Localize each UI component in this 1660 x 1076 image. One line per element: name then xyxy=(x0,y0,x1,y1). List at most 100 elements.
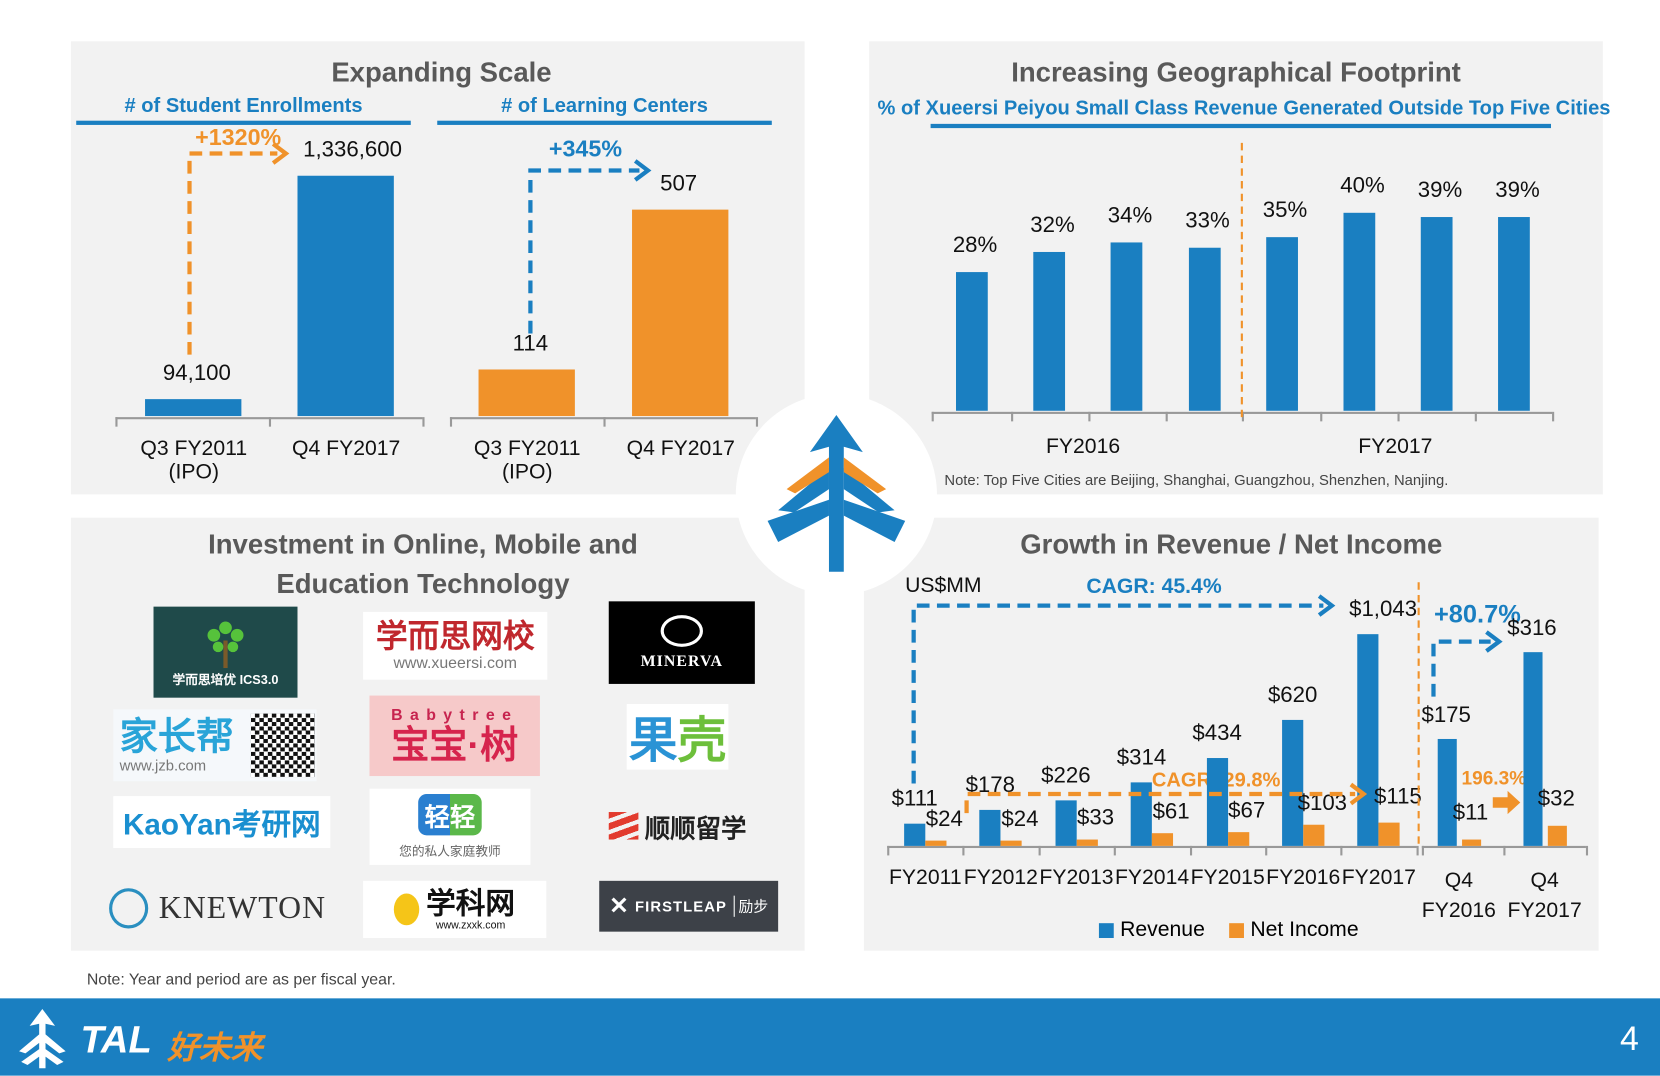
quarter-tick xyxy=(1585,845,1589,856)
quarter-net-income-label: $11 xyxy=(1452,799,1489,825)
quarter-revenue-label: $175 xyxy=(1421,702,1471,727)
geo-note: Note: Top Five Cities are Beijing, Shang… xyxy=(944,471,1449,489)
logo-babytree: Babytree 宝宝·树 xyxy=(369,695,540,777)
minerva-ring-icon xyxy=(660,614,703,647)
enrollments-tick xyxy=(268,417,272,427)
logo-guokr: 果壳 xyxy=(626,704,729,770)
centers-tick xyxy=(602,417,606,427)
mascot-icon xyxy=(394,893,420,926)
revenue-bar xyxy=(1055,799,1077,846)
geo-rule xyxy=(930,123,1551,129)
legend-revenue: Revenue xyxy=(1120,917,1205,942)
unit-label: US$MM xyxy=(905,573,982,598)
growth-tick xyxy=(887,845,890,856)
net-income-bar xyxy=(1227,832,1249,846)
enrollments-change: +1320% xyxy=(195,123,282,151)
growth-title: Growth in Revenue / Net Income xyxy=(1020,528,1443,561)
quarter-net-income-bar xyxy=(1462,839,1482,846)
growth-category-label: FY2016 xyxy=(1266,866,1341,890)
revenue-value-label: $111 xyxy=(891,786,938,811)
centers-bar xyxy=(478,369,575,417)
footer-brand: TAL xyxy=(80,1017,152,1061)
revenue-bar xyxy=(1130,782,1153,846)
centers-subtitle: # of Learning Centers xyxy=(501,95,708,118)
revenue-bar xyxy=(904,823,926,846)
legend-net-income: Net Income xyxy=(1250,917,1359,942)
centers-bar xyxy=(632,209,729,417)
geo-tick xyxy=(1320,411,1323,422)
logo-qingqing: 轻轻 您的私人家庭教师 xyxy=(369,788,531,865)
enrollments-subtitle: # of Student Enrollments xyxy=(124,95,363,118)
geo-subtitle: % of Xueersi Peiyou Small Class Revenue … xyxy=(877,97,1611,120)
footer-bar: TAL 好未来 4 xyxy=(0,998,1660,1076)
net-income-value-label: $24 xyxy=(1001,807,1039,832)
page-number: 4 xyxy=(1620,1019,1639,1058)
enrollments-tick xyxy=(115,417,118,427)
growth-category-label: FY2013 xyxy=(1039,866,1114,890)
net-income-value-label: $33 xyxy=(1076,805,1115,830)
centers-category-label: Q3 FY2011 (IPO) xyxy=(473,437,581,484)
geo-group-label: FY2017 xyxy=(1358,435,1433,459)
growth-category-label: FY2014 xyxy=(1114,866,1190,890)
revenue-bar xyxy=(1206,757,1228,846)
geo-tick xyxy=(1397,411,1400,422)
tal-tree-icon xyxy=(767,415,906,572)
geo-tick xyxy=(1241,411,1244,422)
geo-value-label: 35% xyxy=(1262,198,1308,223)
growth-tick xyxy=(1189,845,1192,856)
revenue-value-label: $226 xyxy=(1041,762,1091,788)
shunshun-stripes-icon xyxy=(608,812,639,840)
geo-tick xyxy=(1552,411,1555,422)
logo-zxxk: 学科网 www.zxxk.com xyxy=(363,880,547,939)
enrollments-value-label: 1,336,600 xyxy=(303,137,403,162)
net-income-bar xyxy=(1000,841,1023,846)
revenue-value-label: $434 xyxy=(1192,720,1242,746)
center-logo-circle xyxy=(735,393,937,595)
qr-code-icon xyxy=(250,713,315,778)
investment-title-line1: Investment in Online, Mobile and xyxy=(208,528,638,561)
growth-axis xyxy=(887,845,1417,849)
enrollments-bar xyxy=(297,175,394,417)
geo-value-label: 32% xyxy=(1030,213,1075,238)
logo-knewton: KNEWTON xyxy=(109,881,326,936)
net-income-bar xyxy=(1152,833,1174,846)
growth-tick xyxy=(1340,845,1343,856)
quarter-tick xyxy=(1503,845,1506,856)
quarter-net-income-growth: 196.3% xyxy=(1461,767,1527,789)
geo-bar xyxy=(956,272,988,411)
logo-minerva: MINERVA xyxy=(608,601,755,684)
quarter-revenue-label: $316 xyxy=(1507,616,1557,641)
revenue-bar xyxy=(979,809,1001,846)
investment-title-line2: Education Technology xyxy=(276,567,570,600)
growth-tick xyxy=(1265,845,1268,856)
geo-bar xyxy=(1265,237,1298,411)
quarter-net-income-label: $32 xyxy=(1537,787,1575,812)
growth-tick xyxy=(1038,845,1041,856)
footer-brand-cn: 好未来 xyxy=(167,1031,263,1067)
growth-category-label: FY2017 xyxy=(1341,866,1416,890)
enrollments-bar xyxy=(145,399,242,417)
geographical-footprint-panel xyxy=(869,41,1603,495)
firstleap-figure-icon: ✕ xyxy=(609,892,629,919)
revenue-bar xyxy=(1357,634,1379,846)
geo-tick xyxy=(931,411,934,422)
enrollments-category-label: Q4 FY2017 xyxy=(292,437,401,461)
revenue-bar xyxy=(1282,719,1304,846)
geo-bar xyxy=(1110,242,1143,411)
geo-value-label: 28% xyxy=(952,232,998,258)
net-income-bar xyxy=(1378,822,1401,846)
geo-value-label: 33% xyxy=(1185,208,1230,233)
geo-tick xyxy=(1165,411,1168,422)
geo-group-label: FY2016 xyxy=(1045,435,1121,459)
geo-bar xyxy=(1498,217,1531,411)
tree-icon xyxy=(207,620,244,668)
centers-value-label: 114 xyxy=(512,331,549,356)
legend-revenue-swatch xyxy=(1098,923,1114,939)
geo-value-label: 40% xyxy=(1340,173,1385,198)
enrollments-category-label: Q3 FY2011 (IPO) xyxy=(140,437,248,484)
net-income-value-label: $67 xyxy=(1228,798,1266,823)
centers-tick xyxy=(755,417,759,427)
geo-title: Increasing Geographical Footprint xyxy=(1011,56,1461,88)
logo-xueersi-peiyou: 学而思培优 ICS3.0 xyxy=(153,606,298,698)
